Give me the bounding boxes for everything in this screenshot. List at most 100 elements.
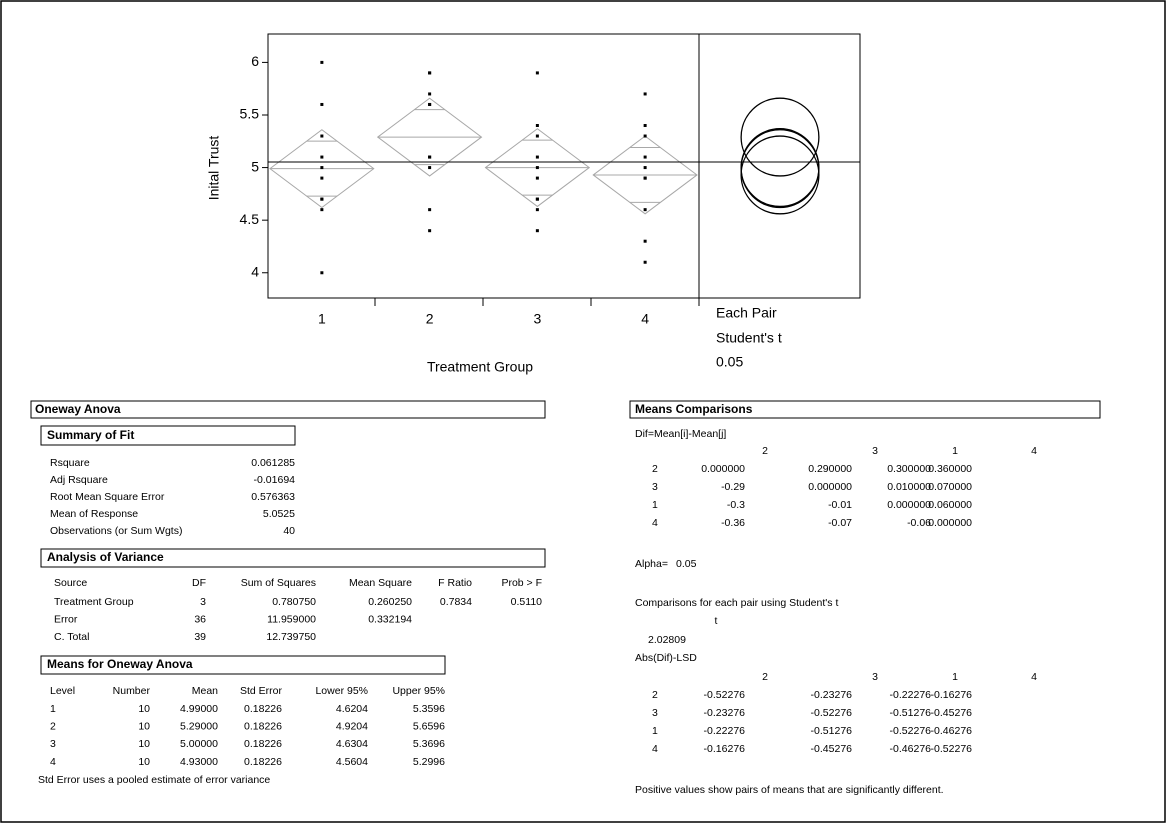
table-cell: Mean Square [349, 577, 412, 589]
data-point [428, 92, 432, 96]
data-point [643, 92, 647, 96]
table-cell: 4.93000 [180, 756, 218, 768]
x-axis-label: Treatment Group [427, 359, 533, 375]
table-cell: 1 [952, 445, 958, 457]
section-box [40, 548, 546, 568]
table-cell: 0.18226 [244, 703, 282, 715]
table-cell: 0.780750 [272, 596, 316, 608]
section-box [629, 400, 1101, 419]
table-cell: 4.99000 [180, 703, 218, 715]
data-point [535, 176, 539, 180]
section-box [40, 425, 296, 446]
x-tick-label: 4 [641, 311, 649, 327]
table-cell: 5.0525 [263, 508, 295, 520]
table-cell: -0.29 [721, 481, 745, 493]
table-cell: -0.45276 [811, 743, 853, 755]
data-point [535, 124, 539, 128]
section-title: Analysis of Variance [47, 550, 164, 564]
table-cell: 4 [1031, 671, 1037, 683]
table-cell: 4.6304 [336, 738, 368, 750]
table-cell: 5.00000 [180, 738, 218, 750]
x-tick-label: 1 [318, 311, 326, 327]
data-point [428, 229, 432, 233]
table-cell: 0.000000 [887, 499, 931, 511]
table-cell: 3 [872, 671, 878, 683]
data-point [320, 208, 324, 212]
table-cell: 2 [652, 689, 658, 701]
table-cell: -0.45276 [931, 707, 973, 719]
table-cell: 3 [50, 738, 56, 750]
table-cell: -0.22276 [704, 725, 746, 737]
data-point [643, 155, 647, 159]
table-cell: -0.52276 [811, 707, 853, 719]
table-cell: 5.2996 [413, 756, 445, 768]
table-cell: 5.29000 [180, 720, 218, 732]
section-box [30, 400, 546, 419]
data-point [643, 166, 647, 170]
data-point [643, 260, 647, 264]
table-cell: -0.23276 [811, 689, 853, 701]
table-cell: 39 [194, 631, 206, 643]
section-title: Means for Oneway Anova [47, 657, 193, 671]
data-point [320, 176, 324, 180]
table-cell: 0.000000 [928, 517, 972, 529]
table-cell: -0.3 [727, 499, 745, 511]
table-cell: 12.739750 [266, 631, 316, 643]
data-point [320, 60, 324, 64]
data-point [320, 134, 324, 138]
section-box [40, 655, 446, 675]
table-cell: F Ratio [438, 577, 472, 589]
table-cell: 5.3696 [413, 738, 445, 750]
table-cell: 4 [1031, 445, 1037, 457]
table-cell: Adj Rsquare [50, 474, 108, 486]
comparison-frame [698, 33, 861, 299]
comparison-circle [740, 135, 820, 215]
comparison-circle [740, 97, 820, 177]
table-cell: 10 [138, 720, 150, 732]
table-cell: 2 [652, 463, 658, 475]
table-cell: Sum of Squares [241, 577, 316, 589]
table-cell: DF [192, 577, 206, 589]
data-point [320, 155, 324, 159]
data-point [535, 208, 539, 212]
table-cell: -0.07 [828, 517, 852, 529]
y-tick-label: 4.5 [240, 211, 260, 227]
table-cell: 0.332194 [368, 613, 412, 625]
table-cell: 0.000000 [701, 463, 745, 475]
t-header: t [715, 615, 718, 627]
section-title: Summary of Fit [47, 428, 134, 442]
alpha-label: Alpha= [635, 558, 668, 570]
table-cell: Lower 95% [315, 685, 368, 697]
compare-text: Comparisons for each pair using Student'… [635, 597, 838, 609]
comparison-circle [740, 128, 820, 208]
table-cell: -0.52276 [890, 725, 932, 737]
table-cell: 3 [200, 596, 206, 608]
table-cell: Level [50, 685, 75, 697]
table-cell: 40 [283, 525, 295, 537]
table-cell: Treatment Group [54, 596, 134, 608]
table-cell: C. Total [54, 631, 89, 643]
lsd-label: Abs(Dif)-LSD [635, 652, 697, 664]
table-cell: 4.5604 [336, 756, 368, 768]
table-cell: 4 [652, 517, 658, 529]
dif-label: Dif=Mean[i]-Mean[j] [635, 428, 726, 440]
table-cell: 2 [50, 720, 56, 732]
table-cell: 10 [138, 756, 150, 768]
data-point [535, 166, 539, 170]
comparison-label: Student's t [716, 330, 782, 346]
table-cell: 11.959000 [267, 613, 316, 625]
table-cell: 1 [652, 725, 658, 737]
alpha-value: 0.05 [676, 558, 697, 570]
data-point [535, 229, 539, 233]
table-cell: 0.5110 [511, 596, 542, 608]
data-point [428, 166, 432, 170]
y-axis-label: Inital Trust [206, 136, 222, 201]
table-cell: -0.36 [721, 517, 745, 529]
data-point [643, 208, 647, 212]
table-cell: -0.52276 [704, 689, 746, 701]
table-cell: -0.51276 [811, 725, 853, 737]
table-cell: Prob > F [501, 577, 542, 589]
data-point [643, 239, 647, 243]
